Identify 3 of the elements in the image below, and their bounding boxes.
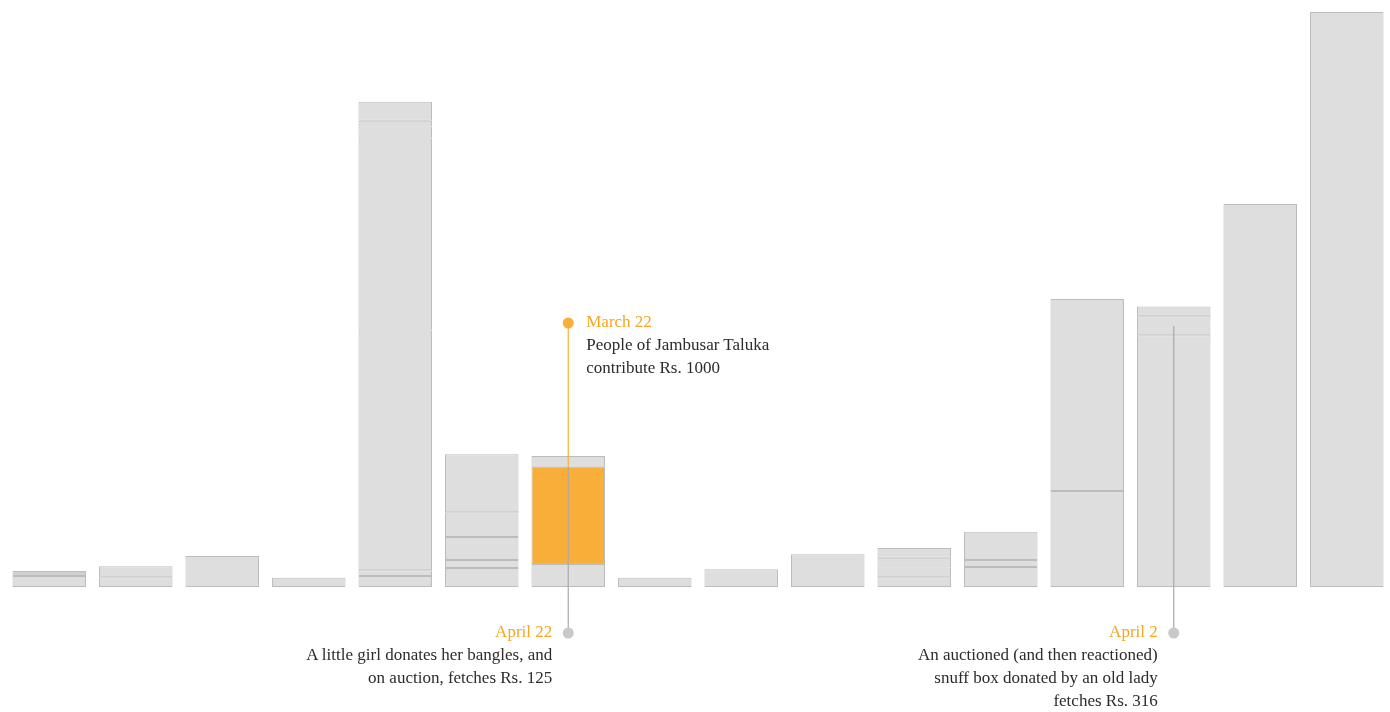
text: April 2 An auctioned (and then reactioned) snuff box donated by an old lady fetches Rs. 316 <box>917 622 1159 711</box>
text: April 22 A little girl donates her bangles, and on auction, fetches Rs. 125 <box>306 622 553 688</box>
annotation: March 22 People of Jambusar Taluka contribute Rs. 1000 <box>586 312 770 378</box>
